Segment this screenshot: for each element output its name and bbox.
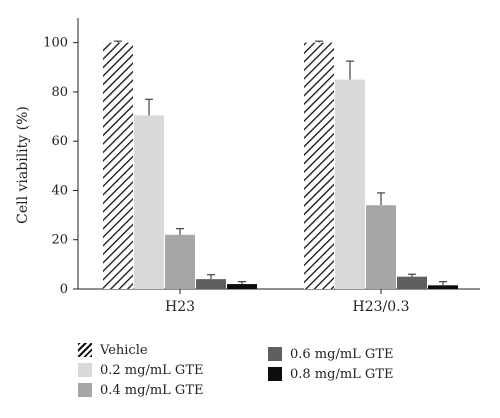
bar — [103, 42, 133, 289]
bar — [227, 284, 257, 289]
bar — [134, 115, 164, 290]
legend-label: 0.2 mg/mL GTE — [100, 362, 204, 378]
legend-swatch-0-6 — [268, 347, 282, 361]
legend-swatch-0-4 — [78, 383, 92, 397]
legend-label: Vehicle — [100, 342, 148, 358]
legend-item-0-2: 0.2 mg/mL GTE — [78, 360, 203, 380]
legend-item-0-4: 0.4 mg/mL GTE — [78, 380, 203, 400]
bar — [428, 285, 458, 289]
bar — [304, 42, 334, 289]
y-axis-label: Cell viability (%) — [15, 106, 31, 224]
legend-item-0-8: 0.8 mg/mL GTE — [268, 364, 393, 384]
legend-label: 0.6 mg/mL GTE — [290, 346, 394, 362]
bar — [165, 234, 195, 289]
y-tick-label: 40 — [51, 183, 68, 198]
x-tick-label: H23/0.3 — [352, 299, 409, 315]
legend-label: 0.4 mg/mL GTE — [100, 382, 204, 398]
x-tick-label: H23 — [165, 299, 195, 315]
y-tick-label: 80 — [51, 85, 68, 100]
legend-swatch-0-8 — [268, 367, 282, 381]
legend-item-0-6: 0.6 mg/mL GTE — [268, 344, 393, 364]
legend-item-vehicle: Vehicle — [78, 340, 148, 360]
legend-swatch-vehicle — [78, 343, 92, 357]
y-tick-label: 20 — [51, 233, 68, 248]
y-tick-label: 0 — [60, 282, 68, 297]
legend-swatch-0-2 — [78, 363, 92, 377]
bar — [196, 279, 226, 289]
bar-chart: Cell viability (%) 0 20 40 60 80 100 H23 H23/0.… — [15, 18, 480, 315]
bar — [335, 79, 365, 289]
y-tick-label: 100 — [43, 36, 68, 51]
y-tick-label: 60 — [51, 134, 68, 149]
legend-label: 0.8 mg/mL GTE — [290, 366, 394, 382]
bar — [397, 276, 427, 289]
legend: Vehicle 0.2 mg/mL GTE 0.4 mg/mL GTE 0.6 … — [78, 340, 498, 410]
bar — [366, 205, 396, 289]
